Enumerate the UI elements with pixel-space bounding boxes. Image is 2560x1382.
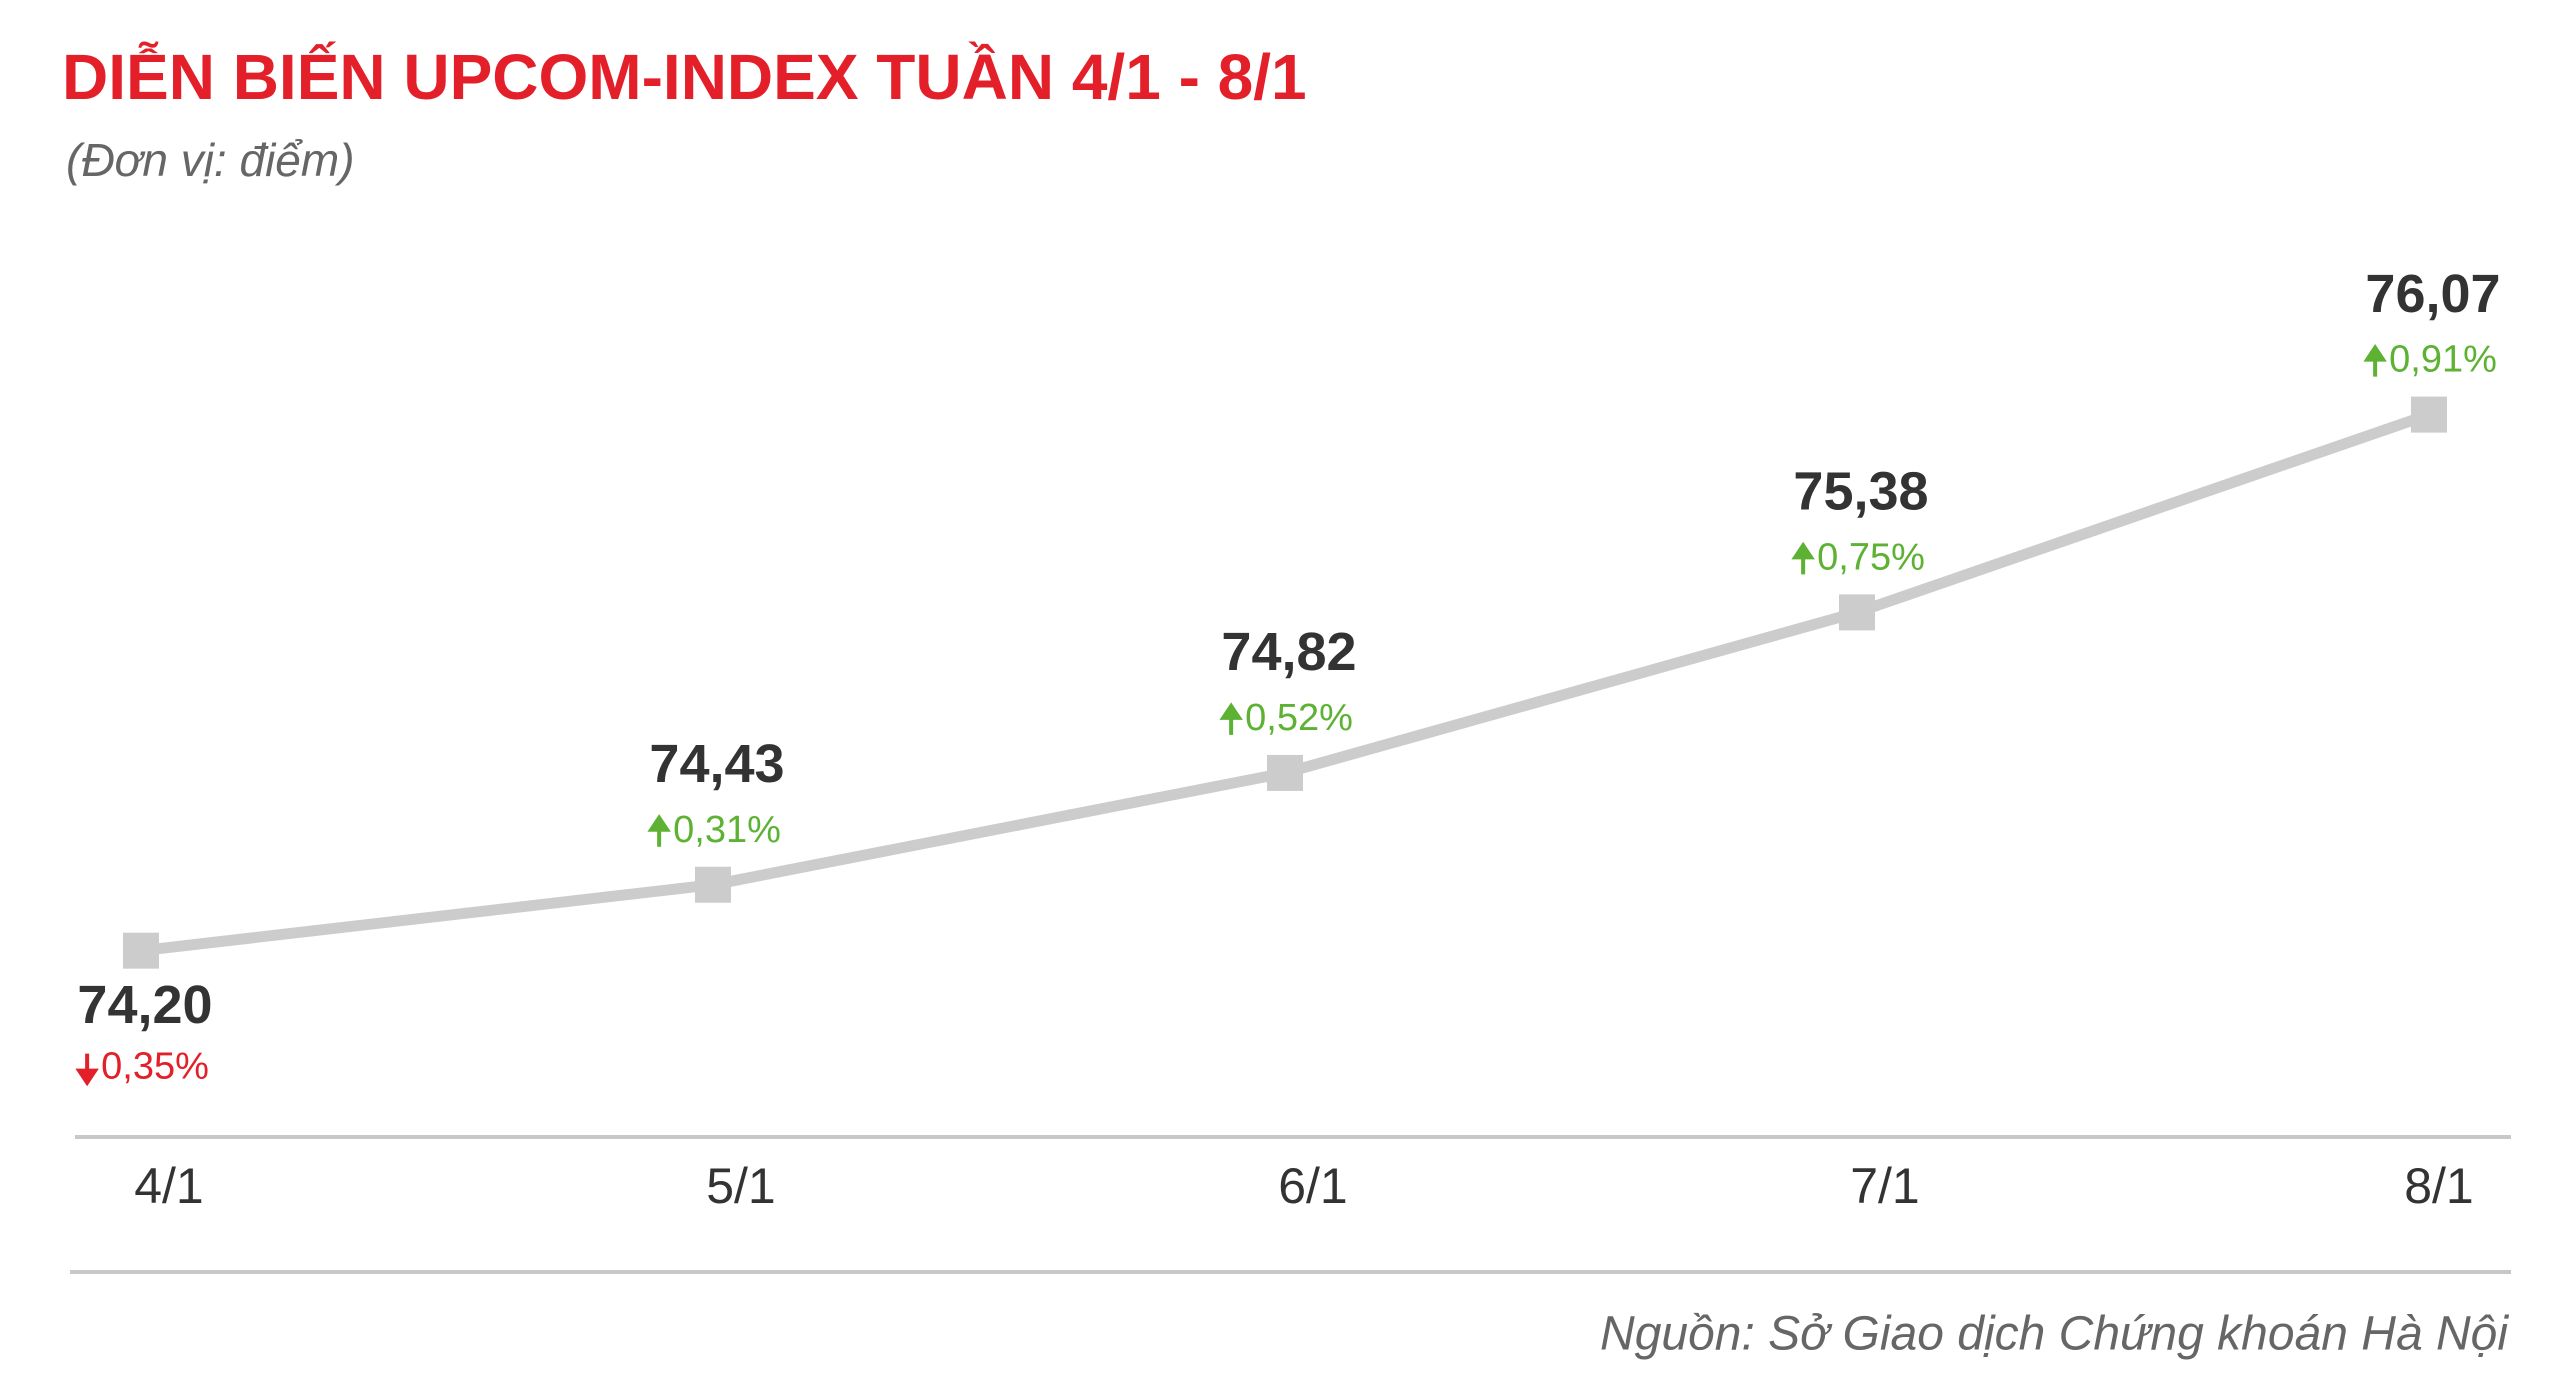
x-tick-label: 6/1 bbox=[1278, 1158, 1348, 1214]
point bbox=[1267, 754, 1303, 791]
x-tick-label: 5/1 bbox=[706, 1158, 776, 1214]
point bbox=[2411, 396, 2447, 433]
point bbox=[695, 866, 731, 903]
value-label: 74,82 bbox=[1221, 622, 1356, 682]
change-label: 0,31% bbox=[673, 809, 781, 851]
change-arrow bbox=[2363, 343, 2387, 377]
point bbox=[1839, 594, 1875, 631]
x-tick-label: 8/1 bbox=[2404, 1158, 2474, 1214]
x-tick-label: 4/1 bbox=[134, 1158, 204, 1214]
change-arrow bbox=[75, 1053, 99, 1087]
value-label: 74,20 bbox=[77, 975, 212, 1035]
value-label: 74,43 bbox=[649, 734, 784, 794]
chart-title: DIỄN BIẾN UPCOM-INDEX TUẦN 4/1 - 8/1 bbox=[62, 41, 1307, 113]
source: Nguồn: Sở Giao dịch Chứng khoán Hà Nội bbox=[1600, 1308, 2509, 1361]
change-label: 0,35% bbox=[101, 1046, 209, 1088]
value-label: 75,38 bbox=[1793, 462, 1928, 522]
change-arrow bbox=[1791, 541, 1815, 575]
line bbox=[140, 409, 2431, 957]
change-label: 0,91% bbox=[2389, 339, 2497, 381]
change-arrow bbox=[647, 814, 671, 847]
value-label: 76,07 bbox=[2365, 264, 2500, 324]
change-label: 0,75% bbox=[1817, 536, 1925, 578]
x-tick-label: 7/1 bbox=[1850, 1158, 1920, 1214]
chart-subtitle: (Đơn vị: điểm) bbox=[66, 134, 355, 186]
point bbox=[123, 932, 159, 969]
change-label: 0,52% bbox=[1245, 697, 1353, 739]
change-arrow bbox=[1219, 702, 1243, 735]
